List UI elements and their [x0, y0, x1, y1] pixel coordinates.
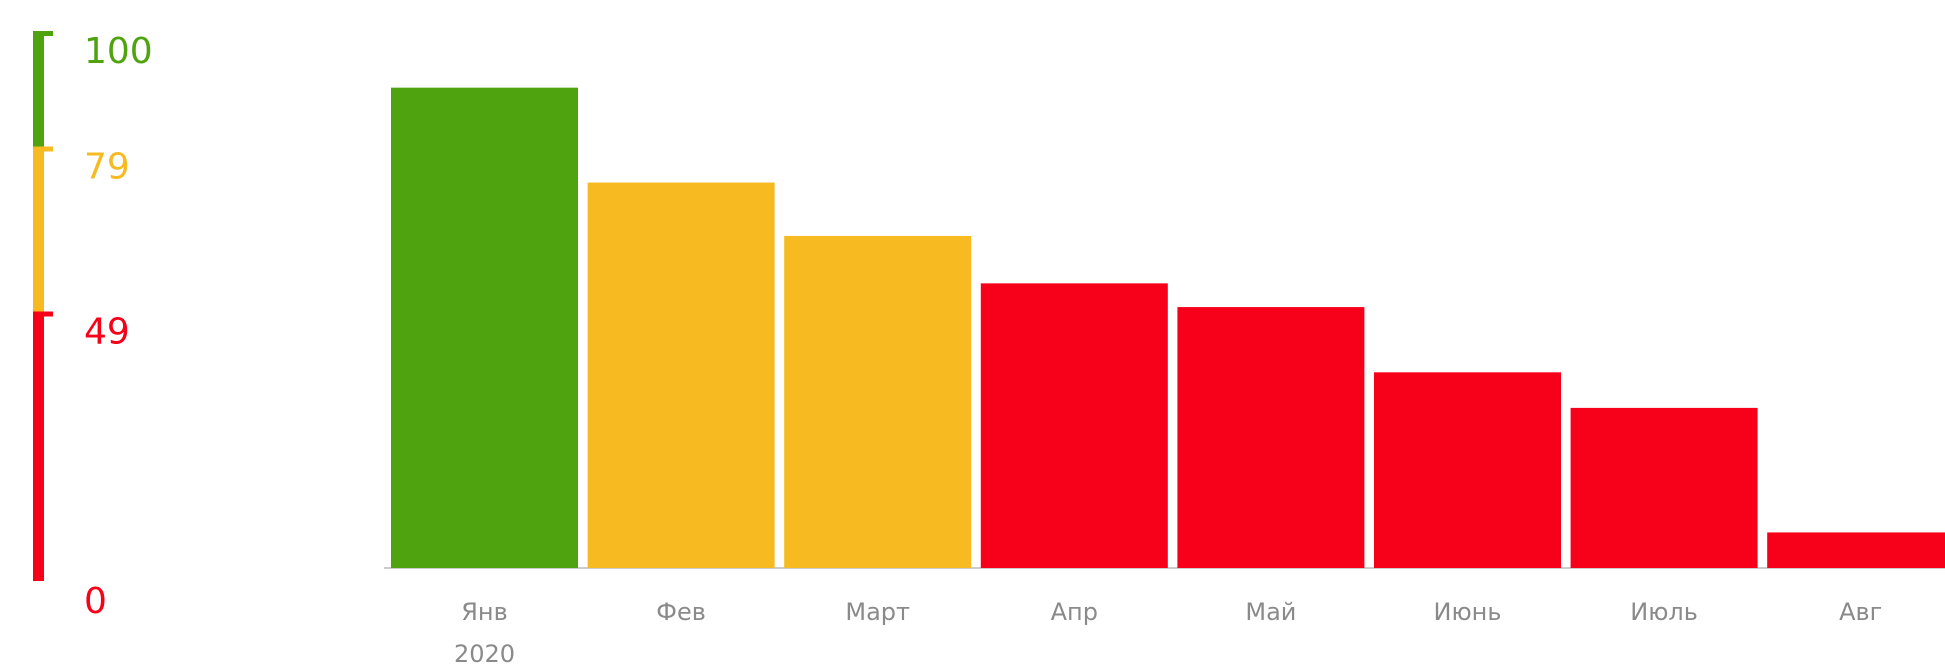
bar: [1374, 372, 1561, 568]
x-tick-label: Янв: [461, 598, 508, 626]
x-tick-label: Март: [845, 598, 910, 626]
scale-label: 100: [84, 31, 153, 72]
x-tick-label: Июль: [1630, 598, 1698, 626]
bar: [1177, 307, 1365, 568]
x-tick-label: Апр: [1051, 598, 1098, 626]
bar: [784, 235, 972, 569]
scale-segment: [33, 31, 44, 147]
x-tick-label: Фев: [656, 598, 706, 626]
scale-label: 0: [84, 581, 107, 622]
x-tick-label: Май: [1245, 598, 1296, 626]
scale-cap: [33, 311, 53, 317]
x-year-label: 2020: [454, 640, 515, 666]
bar: [1767, 532, 1945, 568]
scale-cap: [33, 146, 53, 152]
scale-cap: [33, 31, 53, 36]
bar: [980, 283, 1168, 568]
scale-label: 49: [84, 312, 130, 353]
x-tick-label: Июнь: [1434, 598, 1502, 626]
bar: [587, 182, 775, 569]
bar: [1570, 407, 1758, 568]
scale-segment: [33, 146, 44, 312]
scale-segment: [33, 311, 44, 581]
bar: [391, 87, 578, 569]
scale-label: 79: [84, 147, 130, 188]
x-tick-label: Авг: [1839, 598, 1882, 626]
